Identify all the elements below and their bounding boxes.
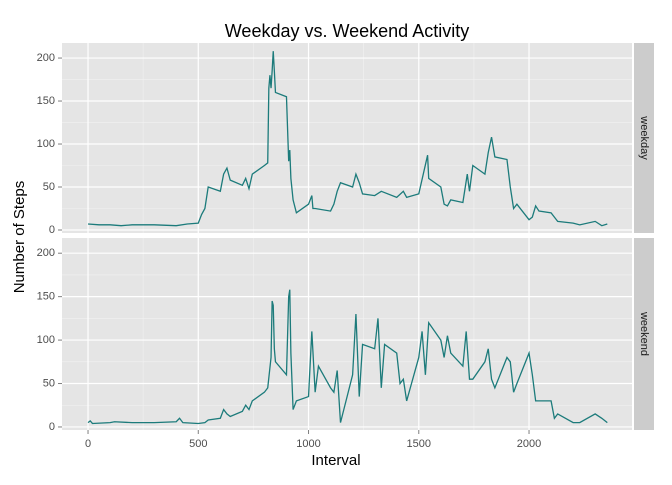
facet-strip [634, 238, 654, 430]
y-tick-label: 50 [43, 181, 55, 193]
y-tick-label: 200 [37, 247, 55, 259]
y-tick-label: 150 [37, 95, 55, 107]
y-tick-label: 100 [37, 334, 55, 346]
x-tick-label: 1500 [407, 438, 431, 450]
x-tick-label: 0 [85, 438, 91, 450]
x-axis-label: Interval [311, 452, 360, 469]
series-line [87, 289, 608, 425]
series-line [87, 51, 608, 227]
x-tick-label: 2000 [517, 438, 541, 450]
y-tick-label: 50 [43, 377, 55, 389]
facet-label: weekend [638, 311, 650, 356]
facet-label: weekday [638, 115, 650, 160]
y-tick-label: 0 [49, 224, 55, 236]
y-axis-label: Number of Steps [11, 181, 28, 294]
x-tick-label: 500 [189, 438, 207, 450]
y-tick-label: 0 [49, 421, 55, 433]
y-tick-label: 150 [37, 291, 55, 303]
facet-strip [634, 43, 654, 233]
y-tick-label: 200 [37, 52, 55, 64]
panel-background [62, 43, 632, 233]
x-tick-label: 1000 [296, 438, 320, 450]
chart-title: Weekday vs. Weekend Activity [225, 21, 469, 41]
y-tick-label: 100 [37, 138, 55, 150]
